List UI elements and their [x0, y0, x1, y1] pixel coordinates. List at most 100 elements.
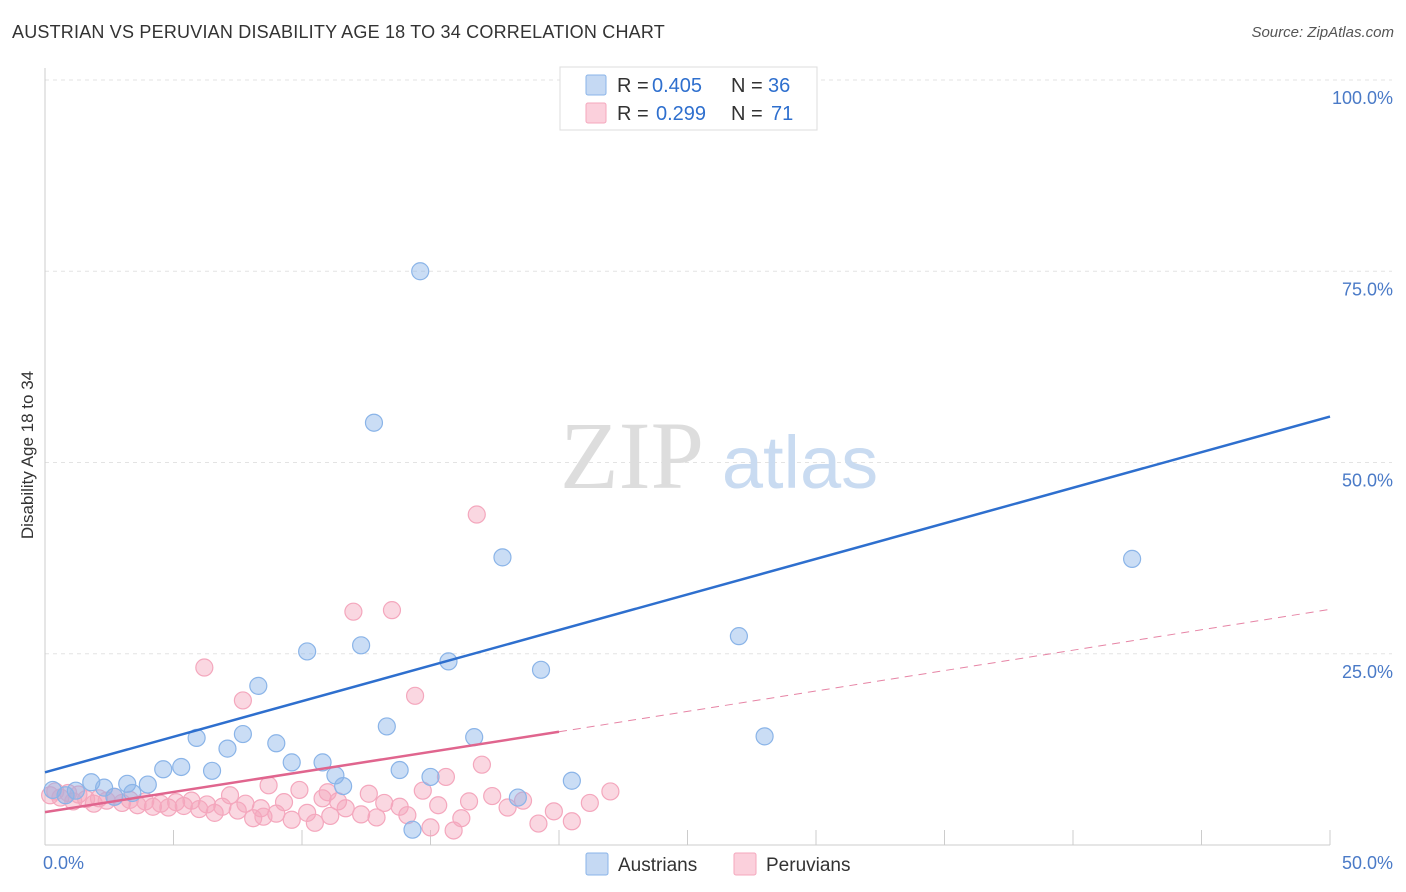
peruvians-point [413, 781, 432, 800]
austrians-point [531, 660, 551, 679]
peruvians-point [459, 792, 479, 811]
peruvians-point [513, 791, 533, 810]
austrians-point [66, 781, 85, 800]
peruvians-point [321, 806, 340, 826]
peruvians-point [472, 755, 491, 774]
y-tick-labels: 25.0% 50.0% 75.0% 100.0% [1332, 88, 1393, 682]
peruvians-trend-line-extension [558, 608, 1331, 733]
peruvians-point [421, 818, 440, 837]
peruvians-points [41, 505, 620, 840]
legend-peruvians-r-value: 0.299 [656, 103, 706, 125]
peruvians-point [467, 505, 486, 524]
austrians-point [421, 767, 440, 787]
peruvians-point [375, 793, 394, 813]
peruvians-point [318, 783, 337, 802]
watermark: ZIP atlas [560, 402, 878, 509]
legend-box: R = 0.405 N = 36 R = 0.299 N = 71 [559, 66, 818, 131]
austrians-point [493, 548, 512, 567]
peruvians-point [580, 793, 599, 813]
peruvians-point [405, 686, 425, 705]
austrians-point [403, 820, 422, 839]
peruvians-point [544, 802, 563, 821]
legend-austrians-n-label: N = [731, 75, 763, 97]
austrians-point [377, 717, 396, 736]
bottom-legend-peruvians-label: Peruvians [766, 855, 851, 876]
austrians-point [218, 739, 237, 758]
austrians-point [249, 676, 268, 695]
austrians-point [411, 262, 430, 281]
bottom-legend-peruvians-swatch [733, 852, 757, 876]
austrians-point [352, 636, 371, 655]
austrians-trend-line [44, 415, 1331, 774]
legend-austrians-swatch [585, 74, 607, 96]
y-tick-label: 25.0% [1342, 662, 1393, 682]
x-tick-label-max: 50.0% [1342, 853, 1393, 873]
bottom-legend: Austrians Peruvians [585, 852, 851, 876]
austrians-point [334, 776, 353, 796]
peruvians-point [259, 776, 278, 795]
peruvians-point [429, 796, 448, 815]
peruvians-point [274, 793, 294, 812]
peruvians-point [305, 813, 324, 832]
x-tick-label-min: 0.0% [43, 853, 84, 873]
peruvians-trend-line [44, 730, 560, 814]
peruvians-point [220, 786, 240, 805]
peruvians-point [483, 786, 502, 806]
y-tick-label: 100.0% [1332, 88, 1393, 108]
austrians-point [138, 775, 157, 794]
austrians-point [1123, 549, 1142, 568]
peruvians-point [298, 803, 317, 822]
austrians-point [56, 786, 75, 805]
legend-peruvians-n-label: N = [731, 103, 763, 125]
peruvians-point [359, 784, 378, 803]
peruvians-point [452, 809, 471, 828]
legend-peruvians-n-value: 71 [771, 103, 793, 125]
legend-austrians-r-label: R = [617, 75, 649, 97]
austrians-point [729, 627, 749, 646]
austrians-point [390, 760, 409, 780]
austrians-point [755, 727, 774, 746]
peruvians-point [601, 782, 620, 801]
peruvians-point [529, 814, 548, 833]
legend-austrians-n-value: 36 [768, 75, 790, 97]
peruvians-point [382, 601, 402, 620]
source-label: Source: ZipAtlas.com [1251, 24, 1394, 41]
watermark-atlas: atlas [722, 421, 878, 504]
chart-title: AUSTRIAN VS PERUVIAN DISABILITY AGE 18 T… [12, 22, 665, 42]
x-tick-labels: 0.0% 50.0% [43, 853, 1393, 873]
bottom-legend-austrians-label: Austrians [618, 855, 697, 876]
austrians-point [172, 757, 191, 777]
austrians-point [154, 760, 173, 779]
peruvians-point [195, 658, 214, 677]
peruvians-point [290, 780, 309, 800]
peruvians-point [336, 799, 355, 818]
austrians-point [95, 778, 114, 797]
bottom-legend-austrians-swatch [585, 852, 609, 876]
peruvians-point [233, 691, 252, 710]
peruvians-point [282, 810, 301, 829]
axes [44, 68, 1331, 846]
y-axis-label: Disability Age 18 to 34 [18, 371, 37, 539]
austrians-points [43, 262, 1142, 839]
peruvians-point [352, 805, 371, 824]
peruvians-point [562, 812, 581, 831]
watermark-zip: ZIP [560, 402, 704, 509]
peruvians-point [254, 807, 273, 826]
gridlines [45, 79, 1392, 655]
austrians-point [267, 734, 286, 753]
austrians-point [364, 413, 384, 432]
austrians-point [562, 771, 581, 790]
peruvians-point [367, 808, 386, 827]
legend-peruvians-swatch [585, 102, 607, 124]
peruvians-point [436, 767, 456, 787]
austrians-point [233, 724, 252, 744]
austrians-point [508, 788, 527, 807]
legend-austrians-r-value: 0.405 [652, 75, 702, 97]
legend-peruvians-r-label: R = [617, 103, 649, 125]
austrians-point [282, 753, 301, 772]
austrians-point [298, 642, 317, 661]
austrians-point [202, 761, 222, 780]
austrians-point [118, 774, 137, 793]
y-tick-label: 50.0% [1342, 471, 1393, 491]
